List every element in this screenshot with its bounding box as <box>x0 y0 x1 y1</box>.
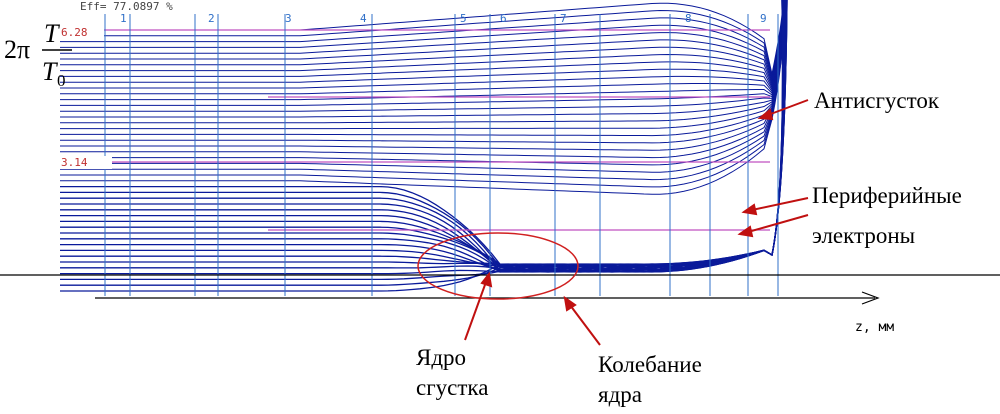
trajectory <box>60 0 787 273</box>
y-label-den: T <box>42 57 58 86</box>
trajectory <box>60 0 784 273</box>
trajectory <box>60 0 787 124</box>
section-label: 8 <box>685 12 692 25</box>
trajectory <box>60 0 786 273</box>
trajectory <box>60 0 785 78</box>
annotation: сгустка <box>416 375 488 400</box>
trajectory <box>60 0 786 273</box>
section-label: 1 <box>120 12 127 25</box>
section-label: 3 <box>285 12 292 25</box>
arrows <box>464 99 809 346</box>
trajectory <box>60 0 788 173</box>
section-label: 9 <box>760 12 767 25</box>
trajectory <box>60 0 785 151</box>
annotation: электроны <box>812 223 915 248</box>
y-label-prefix: 2π <box>4 35 30 64</box>
z-axis-arrow <box>861 291 880 305</box>
y-mark: 6.28 <box>61 26 88 39</box>
annotation: Периферийные <box>812 183 962 208</box>
section-label: 2 <box>208 12 215 25</box>
trajectory <box>60 0 784 181</box>
trajectory <box>60 0 788 130</box>
trajectory <box>60 0 784 273</box>
section-label: 4 <box>360 12 367 25</box>
section-label: 5 <box>460 12 467 25</box>
trajectory <box>60 0 786 273</box>
trajectory <box>60 0 785 90</box>
efficiency: Eff= 77.0897 % <box>80 0 173 13</box>
trajectory <box>60 0 786 292</box>
section-label: 6 <box>500 12 507 25</box>
trajectory <box>60 0 787 273</box>
trajectory <box>60 0 786 159</box>
annotation: Колебание <box>598 352 702 377</box>
label-bg <box>60 156 112 169</box>
trajectory <box>60 0 787 166</box>
trajectory <box>60 0 786 80</box>
annotation: Антисгусток <box>814 88 940 113</box>
annotation: ядра <box>598 382 642 407</box>
annotations: Антисгусток Периферийные электроны Ядро … <box>416 88 962 407</box>
trajectories <box>60 0 788 292</box>
trajectory <box>60 0 787 273</box>
annotation: Ядро <box>416 345 466 370</box>
trajectory <box>60 0 788 273</box>
trajectory <box>60 0 786 118</box>
trajectory <box>60 0 788 273</box>
y-mark: 3.14 <box>61 156 88 169</box>
trajectory <box>60 0 784 144</box>
core-ellipse <box>417 232 579 300</box>
trajectory <box>60 0 785 195</box>
grid <box>60 14 779 296</box>
trajectory <box>60 0 784 76</box>
trajectory <box>60 0 784 273</box>
trajectory <box>60 0 785 112</box>
section-label: 7 <box>560 12 567 25</box>
trajectory <box>60 0 784 137</box>
y-label-num: T <box>44 19 60 48</box>
x-label: z, мм <box>855 320 894 335</box>
trajectory <box>60 0 785 273</box>
trajectory <box>60 0 784 273</box>
label-bg <box>60 26 104 38</box>
trajectory <box>60 0 785 273</box>
y-label-sub: 0 <box>57 71 66 90</box>
trajectory <box>60 0 788 273</box>
